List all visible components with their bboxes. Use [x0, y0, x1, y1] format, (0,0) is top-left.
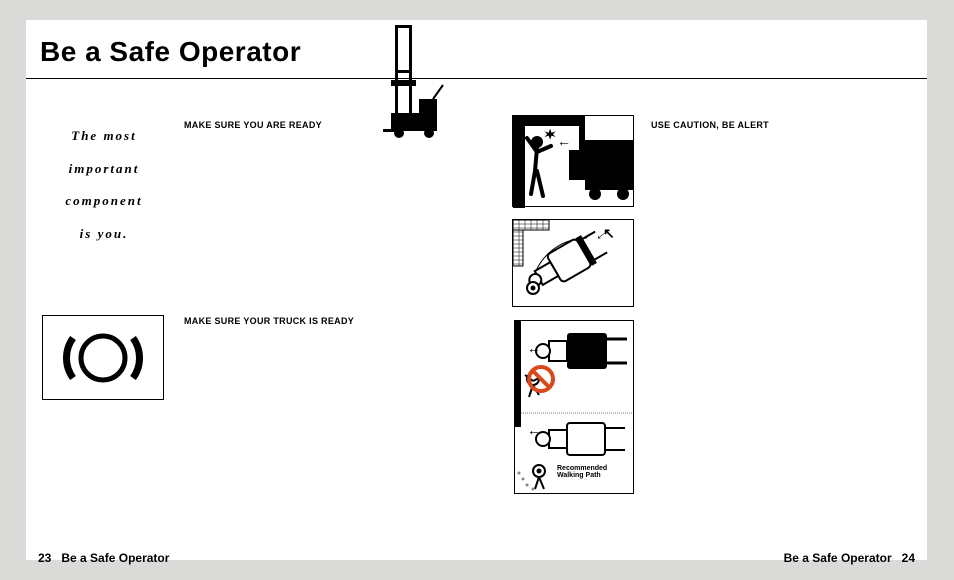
footer-page-left: 23: [38, 551, 51, 565]
tagline-line: is you.: [44, 218, 164, 251]
footer-left: 23 Be a Safe Operator: [26, 551, 169, 565]
caption-line: Walking Path: [557, 472, 607, 479]
page-title: Be a Safe Operator: [40, 36, 301, 68]
heading-caution: USE CAUTION, BE ALERT: [651, 120, 769, 130]
tagline-line: important: [44, 153, 164, 186]
footer-title-right: Be a Safe Operator: [784, 551, 892, 565]
svg-text:←: ←: [557, 133, 571, 149]
tagline-block: The most important component is you.: [44, 120, 164, 250]
footer-right: Be a Safe Operator 24: [784, 551, 927, 565]
svg-text:←: ←: [527, 422, 541, 438]
heading-ready-truck: MAKE SURE YOUR TRUCK IS READY: [184, 316, 354, 326]
title-rule: [26, 78, 927, 79]
figure-topview-turn: ← ↖: [512, 219, 634, 307]
tagline-line: component: [44, 185, 164, 218]
footer-page-right: 24: [902, 551, 915, 565]
svg-text:↖: ↖: [603, 225, 615, 241]
forklift-illustration: [383, 25, 448, 140]
page-spread: Be a Safe Operator The most important co…: [26, 20, 927, 560]
caption-line: Recommended: [557, 465, 607, 472]
page-footer: 23 Be a Safe Operator Be a Safe Operator…: [26, 542, 927, 574]
heading-ready-you: MAKE SURE YOU ARE READY: [184, 120, 322, 130]
caption-walking-path: Recommended Walking Path: [557, 465, 607, 479]
footer-title-left: Be a Safe Operator: [61, 551, 169, 565]
tagline-line: The most: [44, 120, 164, 153]
svg-text:←: ←: [527, 340, 541, 356]
figure-walking-path: ← ← Reco: [514, 320, 634, 494]
figure-pinch-wall: ←: [512, 115, 634, 207]
brake-icon: [42, 315, 164, 400]
